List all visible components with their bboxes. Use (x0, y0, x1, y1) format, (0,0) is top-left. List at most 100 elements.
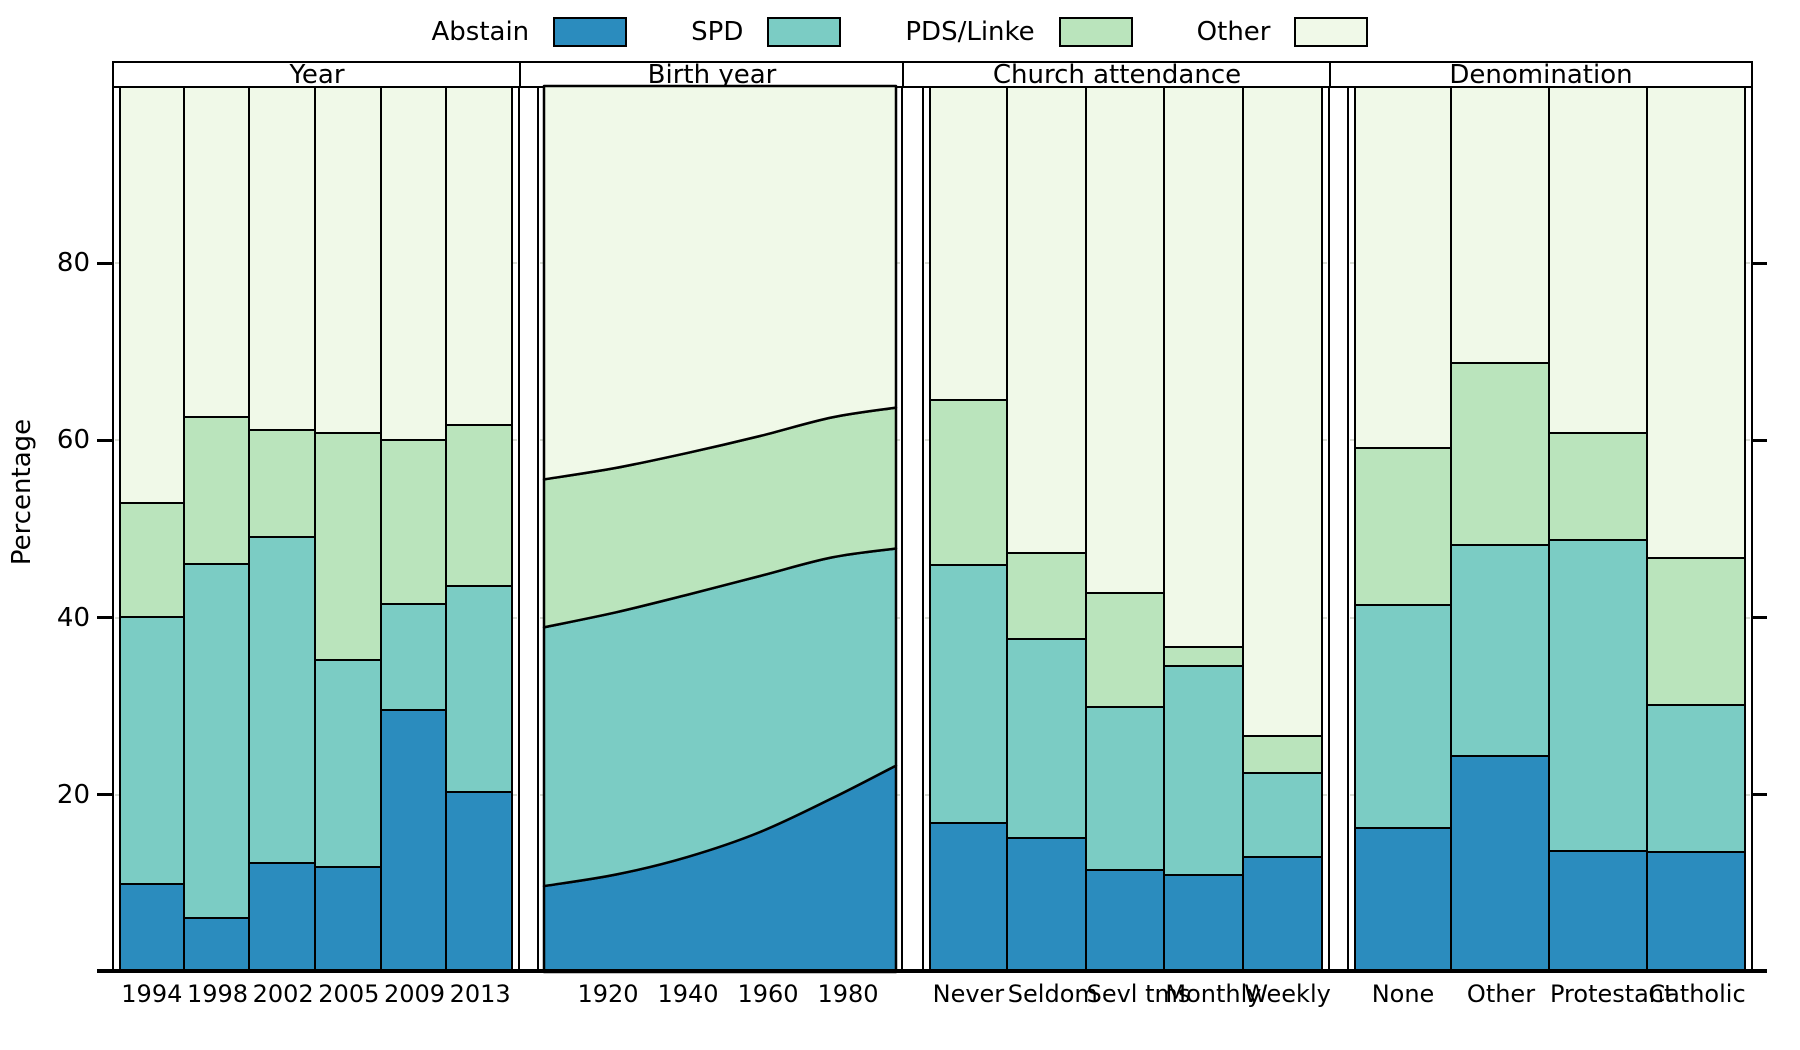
bar-segment-year-2013-pds-linke (445, 423, 513, 587)
legend-item-spd: SPD (691, 17, 842, 47)
bar-segment-year-1994-spd (119, 615, 185, 886)
x-label-birth-year-1960: 1960 (737, 980, 799, 1008)
bar-segment-year-1994-other (119, 86, 185, 505)
bar-segment-denomination-other-pds-linke (1450, 362, 1550, 547)
bar-segment-church-attendance-never-spd (929, 563, 1008, 825)
bar-segment-church-attendance-monthly-abstain (1163, 873, 1245, 972)
bar-segment-church-attendance-seldom-other (1005, 86, 1087, 555)
bar-segment-denomination-other-spd (1450, 544, 1550, 757)
bar-segment-year-1998-other (182, 86, 251, 418)
bar-segment-church-attendance-weekly-spd (1242, 771, 1323, 858)
area-chart-birth-year (542, 84, 898, 974)
panel-header-church-attendance: Church attendance (902, 61, 1332, 88)
x-label-year-2005: 2005 (318, 980, 380, 1008)
bar-segment-church-attendance-monthly-other (1163, 86, 1245, 648)
bar-segment-denomination-protestant-other (1548, 86, 1648, 434)
legend-swatch-pds-linke (1058, 17, 1133, 47)
x-label-year-1998: 1998 (186, 980, 249, 1008)
bar-segment-church-attendance-never-pds-linke (929, 398, 1008, 566)
x-label-church-attendance-sevl-tms: Sevl tms (1086, 980, 1191, 1008)
bar-segment-year-2005-pds-linke (314, 431, 382, 662)
y-tick-label-40: 40 (56, 602, 90, 633)
bar-segment-denomination-catholic-pds-linke (1646, 557, 1746, 707)
y-tick-label-20: 20 (56, 779, 90, 810)
bar-segment-year-2009-spd (379, 603, 448, 711)
y-tick-right-20 (1752, 793, 1767, 797)
x-axis-line (97, 969, 1767, 973)
panel-header-denomination: Denomination (1329, 61, 1753, 88)
x-label-year-2013: 2013 (449, 980, 511, 1008)
bar-segment-year-1994-pds-linke (119, 502, 185, 618)
bar-segment-church-attendance-never-abstain (929, 822, 1008, 972)
legend: Abstain SPD PDS/Linke Other (0, 12, 1800, 52)
legend-swatch-spd (767, 17, 842, 47)
legend-label-spd: SPD (691, 17, 744, 47)
bar-segment-church-attendance-seldom-pds-linke (1005, 552, 1087, 640)
bar-segment-church-attendance-weekly-other (1242, 86, 1323, 738)
bar-segment-church-attendance-sevl-tms-other (1084, 86, 1166, 594)
legend-label-abstain: Abstain (431, 17, 530, 47)
legend-item-other: Other (1197, 17, 1369, 47)
bar-segment-church-attendance-weekly-pds-linke (1242, 735, 1323, 774)
bar-segment-denomination-protestant-pds-linke (1548, 431, 1648, 541)
y-tick-label-80: 80 (56, 248, 90, 279)
bar-segment-year-1994-abstain (119, 883, 185, 972)
x-label-birth-year-1980: 1980 (817, 980, 879, 1008)
bar-segment-year-2005-abstain (314, 865, 382, 972)
bar-segment-year-2013-other (445, 86, 513, 426)
bar-segment-denomination-catholic-abstain (1646, 850, 1746, 972)
x-label-church-attendance-seldom: Seldom (1007, 980, 1098, 1008)
bar-segment-church-attendance-monthly-spd (1163, 665, 1245, 876)
x-label-denomination-other: Other (1466, 980, 1536, 1008)
bar-segment-year-2002-other (248, 86, 316, 431)
bar-segment-church-attendance-seldom-spd (1005, 637, 1087, 840)
bar-segment-year-1998-abstain (182, 917, 251, 972)
panel-header-year: Year (112, 61, 522, 88)
bar-segment-year-1998-spd (182, 562, 251, 920)
x-label-church-attendance-never: Never (932, 980, 1005, 1008)
legend-item-abstain: Abstain (432, 17, 628, 47)
x-label-birth-year-1920: 1920 (577, 980, 639, 1008)
x-label-birth-year-1940: 1940 (657, 980, 719, 1008)
y-tick-left-20 (97, 793, 114, 797)
bar-segment-denomination-other-abstain (1450, 754, 1550, 972)
x-label-denomination-catholic: Catholic (1648, 980, 1746, 1008)
bar-segment-church-attendance-weekly-abstain (1242, 855, 1323, 972)
y-tick-right-40 (1752, 616, 1767, 620)
legend-swatch-abstain (553, 17, 628, 47)
bar-segment-year-2002-spd (248, 536, 316, 865)
bar-segment-denomination-none-other (1354, 86, 1452, 449)
x-label-year-1994: 1994 (121, 980, 183, 1008)
y-tick-left-60 (97, 438, 114, 442)
bar-segment-denomination-none-spd (1354, 604, 1452, 829)
bar-segment-denomination-protestant-spd (1548, 538, 1648, 852)
y-tick-right-60 (1752, 438, 1767, 442)
y-tick-label-60: 60 (56, 425, 90, 456)
y-tick-left-40 (97, 616, 114, 620)
bar-segment-church-attendance-seldom-abstain (1005, 837, 1087, 972)
panel-header-birth-year: Birth year (519, 61, 905, 88)
x-label-church-attendance-weekly: Weekly (1244, 980, 1331, 1008)
bar-segment-denomination-protestant-abstain (1548, 849, 1648, 972)
legend-swatch-other (1294, 17, 1369, 47)
x-label-denomination-protestant: Protestant (1550, 980, 1674, 1008)
bar-segment-church-attendance-sevl-tms-pds-linke (1084, 591, 1166, 709)
x-label-denomination-none: None (1371, 980, 1435, 1008)
bar-segment-year-2005-spd (314, 659, 382, 868)
bar-segment-church-attendance-never-other (929, 86, 1008, 401)
x-label-year-2009: 2009 (383, 980, 446, 1008)
bar-segment-year-2013-abstain (445, 791, 513, 972)
bar-segment-year-2005-other (314, 86, 382, 434)
bar-segment-church-attendance-sevl-tms-spd (1084, 706, 1166, 872)
bar-segment-year-2002-pds-linke (248, 428, 316, 539)
bar-segment-denomination-catholic-other (1646, 86, 1746, 560)
bar-segment-year-2009-other (379, 86, 448, 441)
bar-segment-church-attendance-monthly-pds-linke (1163, 645, 1245, 668)
legend-label-pds-linke: PDS/Linke (905, 17, 1035, 47)
bar-segment-year-2002-abstain (248, 862, 316, 972)
bar-segment-year-2013-spd (445, 584, 513, 794)
x-label-church-attendance-monthly: Monthly (1165, 980, 1262, 1008)
y-axis-title: Percentage (7, 418, 37, 566)
bar-segment-year-1998-pds-linke (182, 415, 251, 565)
